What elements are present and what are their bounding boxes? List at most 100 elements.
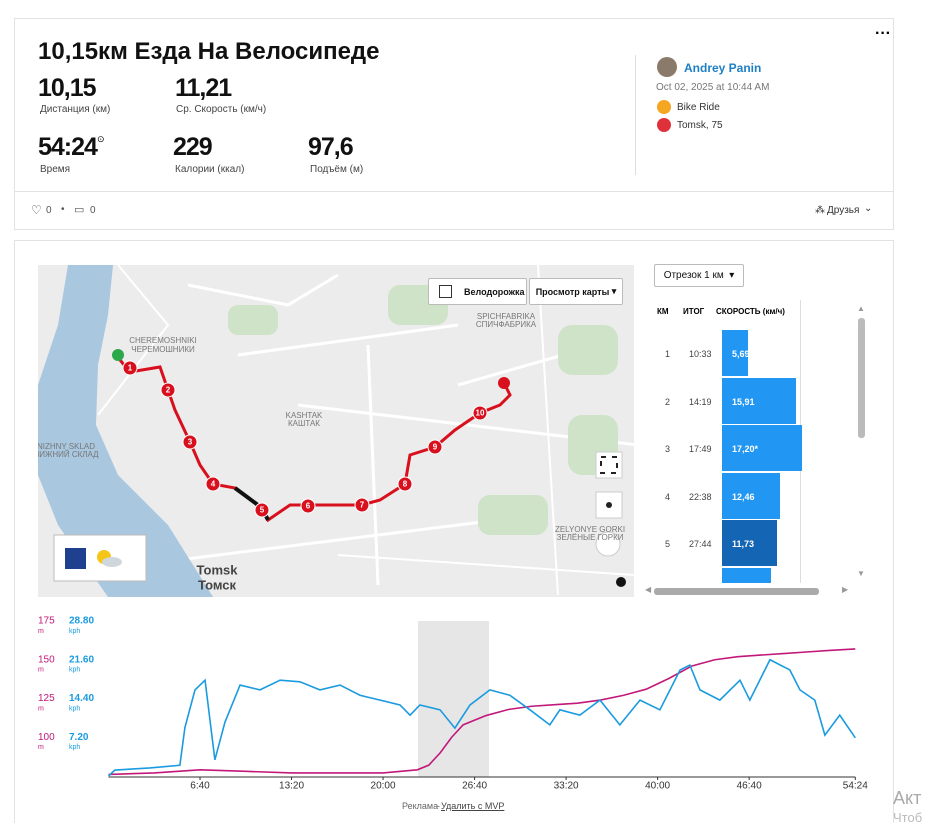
split-bar-partial	[722, 568, 771, 583]
place-label: Tomsk	[197, 562, 239, 577]
stat-value: 54:24	[38, 133, 98, 161]
bike-lanes-label: Велодорожка	[464, 286, 525, 297]
info-icon[interactable]: ⊙	[97, 134, 105, 144]
scroll-down[interactable]: ▼	[857, 569, 865, 578]
km-marker	[300, 498, 316, 514]
split-km: 1	[665, 349, 671, 359]
split-km: 3	[665, 444, 671, 454]
km-marker	[122, 360, 138, 376]
km-marker-label: 1	[128, 364, 133, 373]
place-label: ЗЕЛЁНЫЕ ГОРКИ	[556, 533, 623, 542]
separator: •	[61, 204, 65, 215]
split-speed: 11,73	[732, 539, 755, 549]
split-speed: 17,20*	[732, 444, 759, 454]
km-marker-label: 6	[306, 502, 311, 511]
split-bar	[722, 377, 796, 424]
stat-label: Калории (ккал)	[175, 164, 245, 175]
map-view-label: Просмотр карты	[535, 286, 610, 297]
dropdown-arrow[interactable]: ⌄	[864, 203, 873, 214]
split-time: 10:33	[689, 349, 712, 359]
place-label: Томск	[198, 577, 237, 592]
map-view-button[interactable]: Просмотр карты ▾	[529, 278, 623, 305]
weather-logo	[65, 548, 86, 569]
km-marker	[427, 439, 443, 455]
km-marker	[160, 382, 176, 398]
scroll-up[interactable]: ▲	[857, 304, 865, 313]
ad-remove-link[interactable]: Удалить с MVP	[441, 801, 505, 811]
stat-value: 229	[173, 133, 213, 161]
stat-label: Ср. Скорость (км/ч)	[176, 104, 267, 115]
location-icon	[657, 118, 671, 132]
split-time: 22:38	[689, 491, 712, 502]
place-label: CHEREMOSHNIKI	[129, 336, 197, 345]
like-icon[interactable]: ♡	[31, 203, 42, 217]
split-bar	[722, 425, 802, 471]
scrollbar-thumb[interactable]	[654, 588, 819, 595]
split-bar	[722, 520, 777, 566]
watermark: Акт	[893, 788, 922, 808]
split-km: 2	[665, 396, 671, 407]
stat-label: Подъём (м)	[310, 164, 364, 175]
split-selector[interactable]: Отрезок 1 км ▾	[654, 264, 744, 287]
column-header: ИТОГ	[683, 307, 705, 316]
place-label: KASHTAK	[286, 411, 323, 420]
split-speed: 5,69	[732, 349, 750, 359]
km-marker	[397, 476, 413, 492]
pan-control[interactable]	[595, 531, 621, 557]
place-label: ЧЕРЕМОШНИКИ	[131, 345, 195, 354]
privacy-icon: ⁂	[815, 205, 825, 216]
checkbox[interactable]	[439, 285, 452, 298]
start-point	[112, 349, 124, 361]
km-marker-label: 2	[166, 386, 171, 395]
split-speed: 15,91	[732, 396, 755, 407]
stat-value: 10,15	[38, 74, 97, 102]
stat-value: 97,6	[308, 133, 354, 161]
park	[228, 305, 278, 335]
km-marker-label: 10	[476, 409, 485, 418]
park	[478, 495, 548, 535]
splits-table: КМ ИТОГ СКОРОСТЬ (км/ч) 1 10:33 5,69 2 14:19…	[650, 300, 855, 583]
divider	[635, 55, 636, 175]
avatar[interactable]	[657, 57, 677, 77]
comment-icon[interactable]: ▭	[74, 204, 85, 216]
separator: -	[437, 801, 440, 811]
ad-label: Реклама	[402, 801, 439, 811]
activity-type: Bike Ride	[677, 102, 720, 113]
location: Tomsk, 75	[677, 120, 723, 131]
privacy[interactable]: Друзья	[827, 205, 860, 216]
split-bar	[722, 330, 749, 376]
km-marker	[354, 497, 370, 513]
route-line	[118, 359, 512, 523]
stat-label: Дистанция (км)	[40, 104, 111, 115]
column-header: КМ	[657, 307, 669, 316]
scrollbar-thumb[interactable]	[858, 318, 865, 438]
fullscreen-icon	[600, 456, 618, 474]
recenter-icon	[606, 502, 612, 508]
place-label: КАШТАК	[288, 419, 320, 428]
fullscreen-button[interactable]	[595, 451, 623, 479]
activity-icon	[657, 100, 671, 114]
road	[137, 273, 634, 586]
split-time: 17:49	[689, 444, 712, 454]
km-marker	[182, 434, 198, 450]
km-marker-label: 5	[260, 506, 265, 515]
divider	[15, 191, 893, 192]
user-name[interactable]: Andrey Panin	[684, 61, 762, 75]
activity-title: 10,15км Езда На Велосипеде	[38, 38, 380, 65]
bike-lanes-toggle[interactable]: Велодорожка	[428, 278, 527, 305]
km-marker	[472, 405, 488, 421]
stat-label: Время	[40, 164, 71, 175]
stat-value: 11,21	[175, 74, 232, 102]
km-marker	[254, 502, 270, 518]
more-menu[interactable]: ···	[875, 25, 891, 42]
split-time: 14:19	[689, 396, 712, 407]
place-label: ZELYONYE GORKI	[555, 525, 625, 534]
scroll-left[interactable]: ◀	[645, 585, 652, 594]
scroll-right[interactable]: ▶	[842, 585, 849, 594]
split-km: 4	[665, 491, 671, 502]
park	[558, 325, 618, 375]
info-button[interactable]	[616, 577, 626, 587]
